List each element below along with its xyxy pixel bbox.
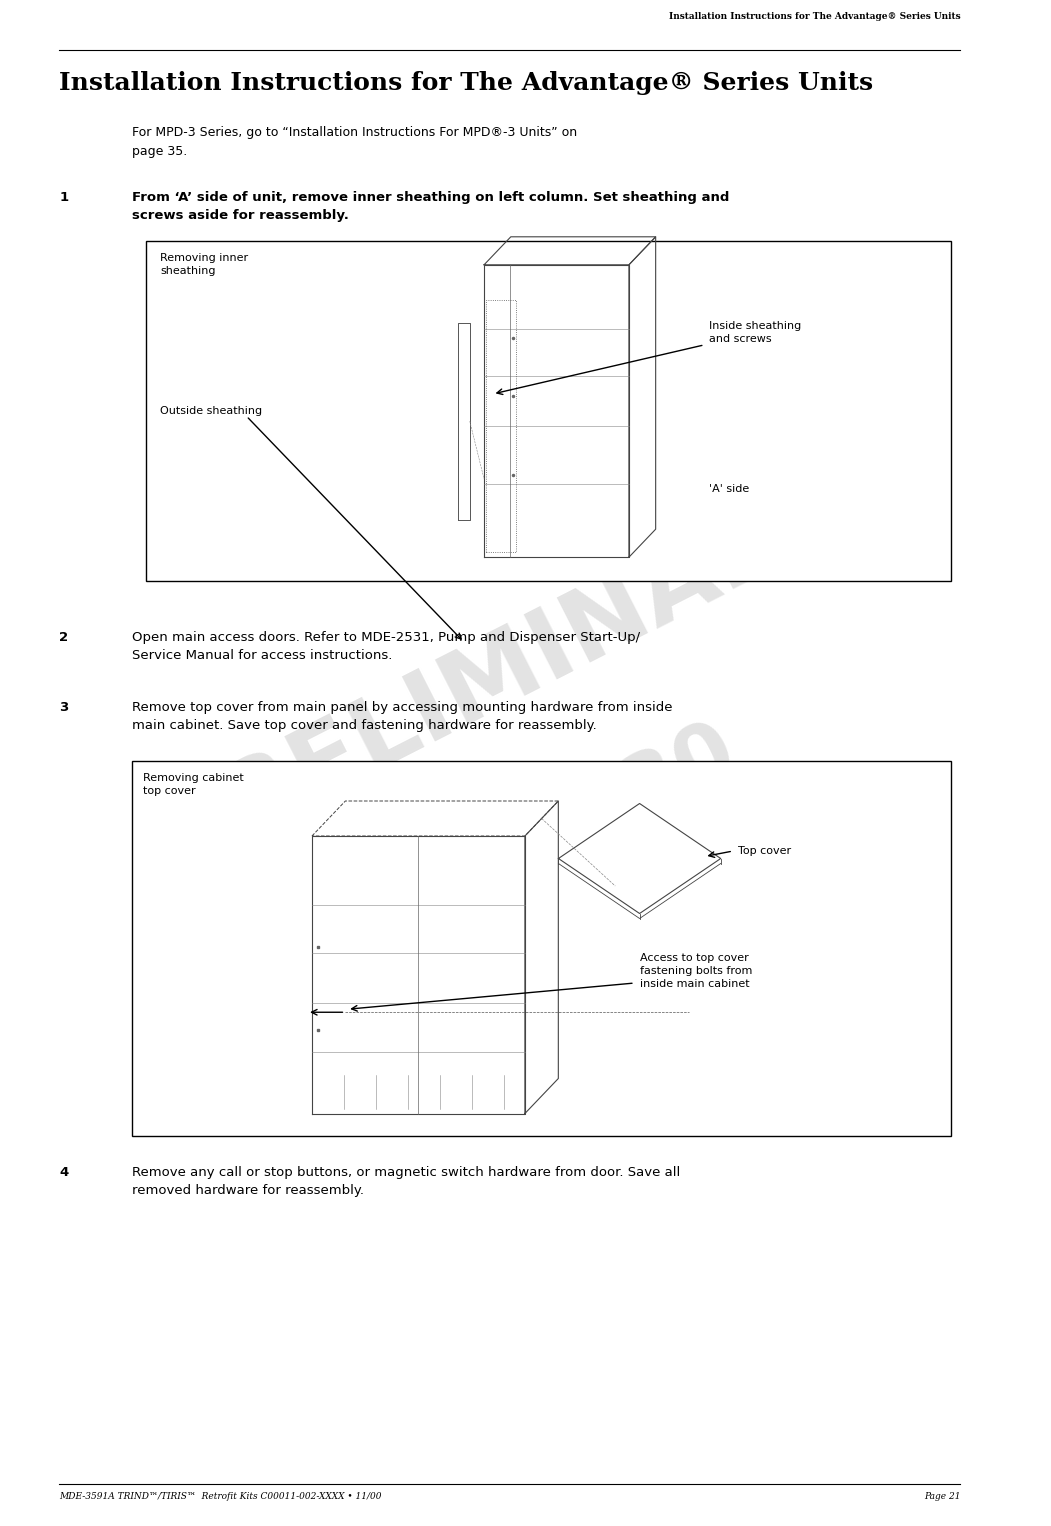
Text: PRELIMINARY: PRELIMINARY — [141, 456, 863, 887]
Text: Top cover: Top cover — [738, 845, 791, 856]
Text: 4: 4 — [59, 1166, 68, 1180]
Bar — [131, 761, 951, 1135]
Text: 3: 3 — [59, 700, 68, 714]
Text: Installation Instructions for The Advantage® Series Units: Installation Instructions for The Advant… — [59, 72, 873, 95]
Text: Inside sheathing
and screws: Inside sheathing and screws — [709, 320, 802, 345]
Bar — [146, 241, 951, 581]
Text: 2: 2 — [59, 630, 68, 644]
Text: From ‘A’ side of unit, remove inner sheathing on left column. Set sheathing and
: From ‘A’ side of unit, remove inner shea… — [131, 191, 729, 221]
Text: Open main access doors. Refer to MDE-2531, Pump and Dispenser Start-Up/
Service : Open main access doors. Refer to MDE-253… — [131, 630, 640, 662]
Text: Installation Instructions for The Advantage® Series Units: Installation Instructions for The Advant… — [668, 12, 961, 21]
Text: FCC 11/30: FCC 11/30 — [293, 711, 749, 998]
Text: 1: 1 — [59, 191, 68, 204]
Text: Removing inner
sheathing: Removing inner sheathing — [161, 253, 248, 276]
Text: For MPD-3 Series, go to “Installation Instructions For MPD®-3 Units” on
page 35.: For MPD-3 Series, go to “Installation In… — [131, 127, 577, 159]
Text: Remove top cover from main panel by accessing mounting hardware from inside
main: Remove top cover from main panel by acce… — [131, 700, 673, 732]
Text: Outside sheathing: Outside sheathing — [161, 406, 263, 417]
Text: Remove any call or stop buttons, or magnetic switch hardware from door. Save all: Remove any call or stop buttons, or magn… — [131, 1166, 680, 1196]
Text: Access to top cover
fastening bolts from
inside main cabinet: Access to top cover fastening bolts from… — [640, 952, 751, 989]
Text: MDE-3591A TRIND™/TIRIS™  Retrofit Kits C00011-002-XXXX • 11/00: MDE-3591A TRIND™/TIRIS™ Retrofit Kits C0… — [59, 1492, 382, 1502]
Text: Removing cabinet
top cover: Removing cabinet top cover — [143, 774, 244, 797]
Text: 'A' side: 'A' side — [709, 484, 749, 494]
Text: Page 21: Page 21 — [924, 1492, 961, 1502]
